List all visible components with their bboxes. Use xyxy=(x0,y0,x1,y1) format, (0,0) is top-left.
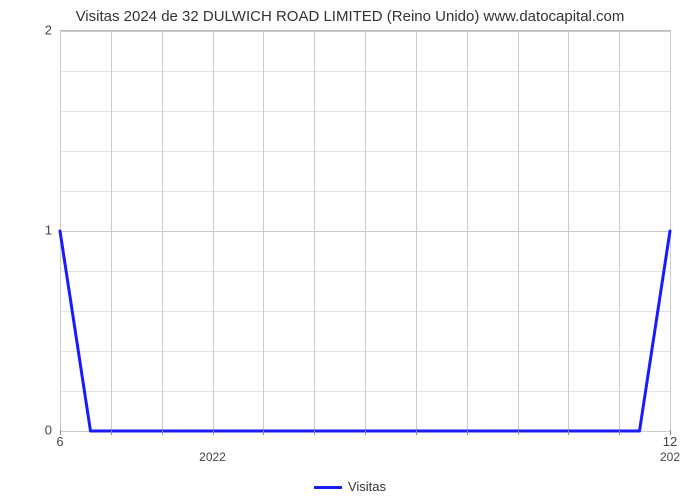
plot-area xyxy=(60,30,671,431)
x-tick-sublabel: 2022 xyxy=(199,450,226,464)
y-tick-label: 0 xyxy=(32,423,52,438)
legend: Visitas xyxy=(0,479,700,494)
x-tick-sublabel: 202 xyxy=(660,450,680,464)
x-tick-mark xyxy=(518,430,519,435)
y-tick-label: 2 xyxy=(32,23,52,38)
x-tick-mark xyxy=(314,430,315,435)
chart-title: Visitas 2024 de 32 DULWICH ROAD LIMITED … xyxy=(0,8,700,25)
x-tick-mark xyxy=(416,430,417,435)
legend-swatch xyxy=(314,486,342,489)
x-tick-mark xyxy=(467,430,468,435)
x-tick-mark xyxy=(365,430,366,435)
line-series xyxy=(60,31,670,431)
y-tick-label: 1 xyxy=(32,223,52,238)
x-tick-mark xyxy=(213,430,214,435)
legend-label: Visitas xyxy=(348,479,386,494)
x-tick-mark xyxy=(111,430,112,435)
x-tick-mark xyxy=(619,430,620,435)
x-tick-mark xyxy=(263,430,264,435)
x-tick-mark xyxy=(162,430,163,435)
x-tick-label: 6 xyxy=(56,434,63,449)
x-tick-mark xyxy=(568,430,569,435)
x-tick-label: 12 xyxy=(663,434,677,449)
